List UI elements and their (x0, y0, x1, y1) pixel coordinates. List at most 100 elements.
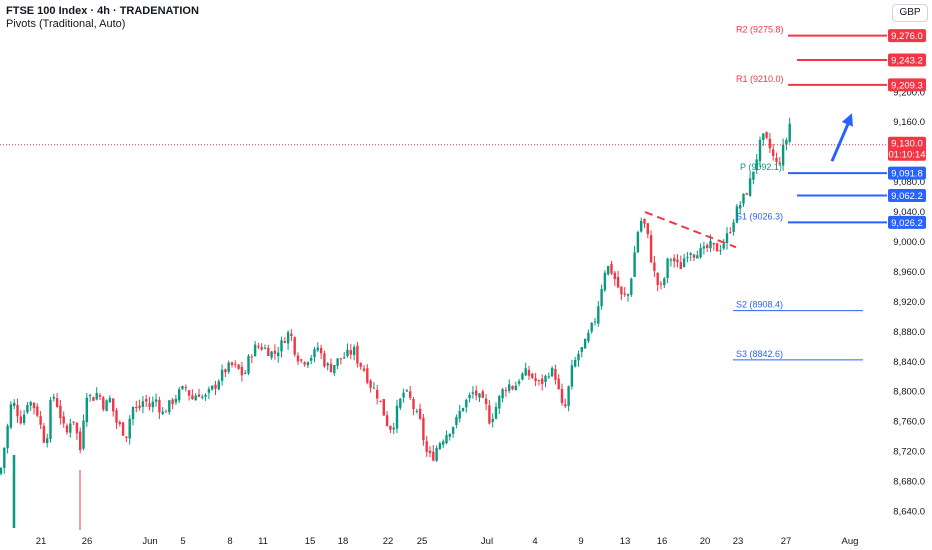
candle-body (85, 397, 88, 423)
pivot-label: P (9092.1) (740, 162, 782, 172)
x-tick-label: Jun (142, 536, 157, 547)
candle-body (445, 435, 448, 444)
x-tick-label: Jul (481, 536, 493, 547)
candle-body (326, 363, 329, 366)
candle-body (643, 218, 646, 224)
candle-body (336, 358, 339, 366)
candle-body (392, 427, 395, 430)
candle-body (389, 425, 392, 430)
candle-body (263, 347, 267, 349)
x-tick-label: 20 (700, 536, 711, 547)
candle-body (752, 171, 755, 180)
candle-body (630, 278, 633, 295)
x-tick-label: 21 (36, 536, 47, 547)
candle-body (689, 253, 692, 256)
candle-body (781, 144, 785, 166)
candle-body (425, 441, 428, 452)
candle-body (692, 254, 696, 258)
candle-body (319, 347, 323, 354)
candle-body (712, 243, 715, 245)
candle-body (379, 400, 382, 402)
candle-body (435, 447, 438, 461)
y-tick-label: 8,960.0 (893, 267, 925, 278)
x-tick-label: 13 (620, 536, 631, 547)
candle-body (125, 436, 128, 438)
price-tag (888, 78, 926, 92)
last-price-countdown: 01:10:14 (889, 150, 926, 161)
candle-body (72, 421, 75, 423)
x-tick-label: 8 (227, 536, 232, 547)
candle-body (461, 408, 465, 412)
candle-body (409, 391, 412, 398)
candle-body (382, 399, 385, 416)
candle-body (468, 394, 471, 399)
candle-body (471, 392, 475, 394)
candle-body (59, 405, 62, 419)
candle-body (613, 272, 616, 280)
candle-body (699, 247, 702, 258)
candle-body (498, 395, 501, 409)
currency-button[interactable]: GBP (892, 4, 928, 22)
candle-body (600, 289, 603, 307)
x-tick-label: 25 (417, 536, 428, 547)
price-tag-label: 9,276.0 (891, 31, 923, 42)
candle-body (438, 443, 442, 450)
candle-body (428, 450, 432, 454)
candle-body (616, 277, 620, 288)
last-price-tag (888, 136, 926, 161)
candle-body (729, 232, 732, 234)
candle-body (346, 349, 349, 357)
candle-body (418, 408, 422, 419)
candle-body (623, 293, 626, 295)
candle-body (171, 399, 174, 405)
candle-body (329, 363, 333, 373)
candle-body (158, 399, 161, 413)
candle-body (323, 353, 326, 367)
price-tag-label: 9,209.3 (891, 80, 923, 91)
candle-body (636, 232, 640, 253)
candle-body (187, 390, 191, 396)
y-tick-label: 8,680.0 (893, 477, 925, 488)
candle-body (161, 411, 164, 414)
candle-body (748, 178, 752, 196)
candle-body (26, 404, 29, 413)
y-tick-label: 9,040.0 (893, 207, 925, 218)
candle-body (610, 263, 613, 274)
candle-body (768, 138, 772, 149)
candle-body (121, 422, 125, 436)
candle-body (217, 381, 220, 390)
candle-body (181, 386, 184, 389)
candle-body (755, 159, 758, 171)
candle-body (207, 389, 211, 393)
candle-body (663, 278, 666, 286)
candle-body (715, 243, 719, 252)
candle-body (98, 394, 102, 397)
candle-body (194, 395, 197, 401)
candle-body (174, 398, 178, 403)
candle-body (465, 399, 468, 408)
candle-body (554, 368, 557, 380)
trendline (644, 211, 737, 249)
candle-body (722, 244, 725, 249)
candle-body (230, 362, 234, 365)
candle-body (725, 233, 729, 244)
candle-body (168, 400, 171, 413)
y-tick-label: 9,000.0 (893, 237, 925, 248)
candle-body (6, 425, 9, 449)
candle-body (303, 362, 306, 365)
candle-body (537, 380, 541, 382)
candles (0, 117, 791, 530)
candle-body (432, 451, 435, 461)
candle-body (102, 397, 105, 410)
candle-body (570, 365, 574, 387)
candle-body (775, 157, 778, 162)
candle-body (758, 139, 762, 162)
candle-body (682, 258, 686, 268)
candle-body (633, 252, 636, 277)
x-tick-label: 5 (180, 536, 185, 547)
candle-body (696, 255, 699, 259)
candle-body (240, 366, 244, 376)
x-tick-label: 26 (82, 536, 93, 547)
candle-body (366, 368, 369, 383)
